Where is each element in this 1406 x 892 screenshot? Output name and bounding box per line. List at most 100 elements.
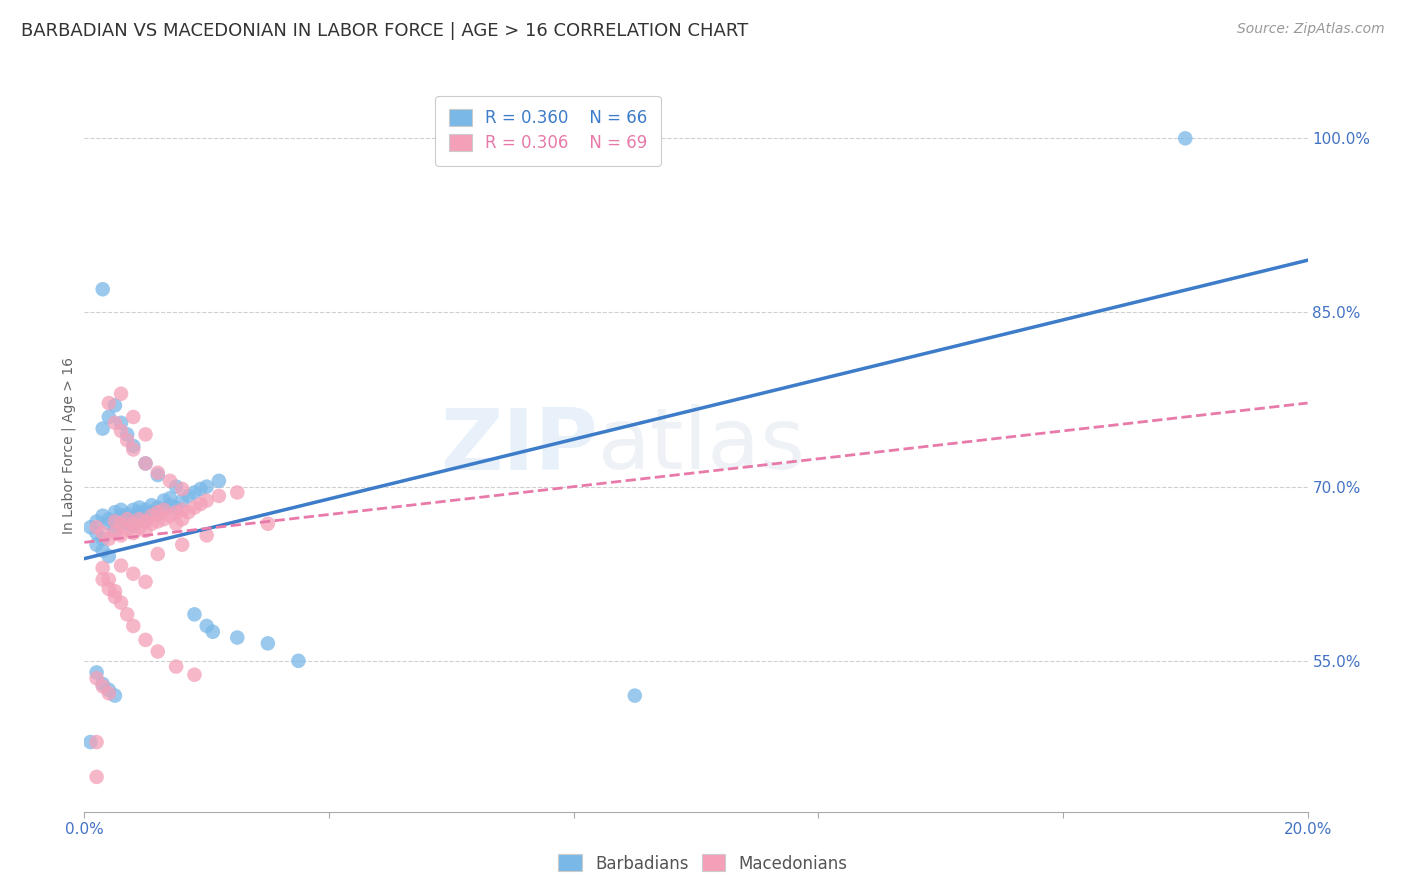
Point bbox=[86, 770, 108, 784]
Legend: Barbadians, Macedonians: Barbadians, Macedonians bbox=[551, 847, 855, 880]
Point bbox=[135, 508, 157, 523]
Legend: R = 0.360    N = 66, R = 0.306    N = 69: R = 0.360 N = 66, R = 0.306 N = 69 bbox=[436, 96, 661, 166]
Point bbox=[86, 520, 108, 534]
Point bbox=[110, 508, 132, 523]
Point bbox=[153, 512, 176, 526]
Point bbox=[153, 493, 176, 508]
Point bbox=[104, 505, 127, 519]
Point bbox=[141, 505, 163, 519]
Point bbox=[624, 689, 647, 703]
Point bbox=[79, 735, 101, 749]
Point bbox=[146, 644, 169, 658]
Point bbox=[128, 512, 150, 526]
Point bbox=[165, 500, 187, 515]
Point bbox=[110, 558, 132, 573]
Point bbox=[146, 468, 169, 483]
Point bbox=[91, 561, 114, 575]
Point bbox=[97, 532, 120, 546]
Point bbox=[97, 409, 120, 424]
Point bbox=[115, 516, 138, 531]
Point bbox=[172, 482, 194, 496]
Point bbox=[97, 516, 120, 531]
Point bbox=[177, 489, 200, 503]
Point bbox=[146, 515, 169, 529]
Point bbox=[172, 493, 194, 508]
Point bbox=[128, 520, 150, 534]
Point bbox=[195, 480, 218, 494]
Point bbox=[141, 498, 163, 512]
Point bbox=[146, 508, 169, 522]
Text: Source: ZipAtlas.com: Source: ZipAtlas.com bbox=[1237, 22, 1385, 37]
Point bbox=[159, 498, 181, 512]
Point bbox=[128, 512, 150, 526]
Point bbox=[97, 549, 120, 564]
Point bbox=[159, 508, 181, 523]
Point bbox=[91, 526, 114, 541]
Point bbox=[110, 516, 132, 531]
Point bbox=[146, 505, 169, 519]
Point bbox=[183, 607, 205, 622]
Point bbox=[115, 433, 138, 447]
Point bbox=[91, 677, 114, 691]
Point bbox=[172, 538, 194, 552]
Point bbox=[257, 636, 280, 650]
Point bbox=[115, 508, 138, 522]
Point bbox=[97, 396, 120, 410]
Point bbox=[135, 574, 157, 589]
Point bbox=[153, 503, 176, 517]
Point bbox=[195, 619, 218, 633]
Point bbox=[115, 512, 138, 526]
Point bbox=[195, 528, 218, 542]
Point bbox=[159, 474, 181, 488]
Point bbox=[110, 386, 132, 401]
Point bbox=[86, 526, 108, 541]
Point bbox=[115, 427, 138, 442]
Point bbox=[122, 526, 145, 541]
Point bbox=[135, 427, 157, 442]
Point bbox=[104, 526, 127, 541]
Point bbox=[226, 631, 249, 645]
Y-axis label: In Labor Force | Age > 16: In Labor Force | Age > 16 bbox=[62, 358, 76, 534]
Point bbox=[146, 500, 169, 515]
Point bbox=[86, 671, 108, 685]
Text: atlas: atlas bbox=[598, 404, 806, 488]
Point bbox=[257, 516, 280, 531]
Point bbox=[153, 503, 176, 517]
Point bbox=[287, 654, 309, 668]
Point bbox=[122, 566, 145, 581]
Point bbox=[165, 480, 187, 494]
Point bbox=[135, 457, 157, 471]
Point bbox=[135, 515, 157, 529]
Point bbox=[91, 421, 114, 435]
Point bbox=[115, 512, 138, 526]
Point bbox=[91, 508, 114, 523]
Point bbox=[91, 573, 114, 587]
Point bbox=[110, 516, 132, 531]
Point bbox=[97, 573, 120, 587]
Point bbox=[146, 466, 169, 480]
Point bbox=[110, 528, 132, 542]
Point bbox=[135, 515, 157, 529]
Point bbox=[91, 543, 114, 558]
Point bbox=[104, 398, 127, 412]
Point bbox=[165, 505, 187, 519]
Point bbox=[135, 457, 157, 471]
Point bbox=[122, 503, 145, 517]
Point bbox=[115, 607, 138, 622]
Point bbox=[146, 547, 169, 561]
Point bbox=[110, 416, 132, 430]
Point bbox=[104, 524, 127, 538]
Point bbox=[141, 508, 163, 523]
Point bbox=[135, 524, 157, 538]
Point bbox=[115, 523, 138, 537]
Point bbox=[183, 667, 205, 681]
Point bbox=[104, 590, 127, 604]
Text: ZIP: ZIP bbox=[440, 404, 598, 488]
Point bbox=[97, 682, 120, 697]
Point bbox=[177, 505, 200, 519]
Point bbox=[165, 516, 187, 531]
Point bbox=[86, 515, 108, 529]
Point bbox=[226, 485, 249, 500]
Point bbox=[104, 515, 127, 529]
Point bbox=[104, 416, 127, 430]
